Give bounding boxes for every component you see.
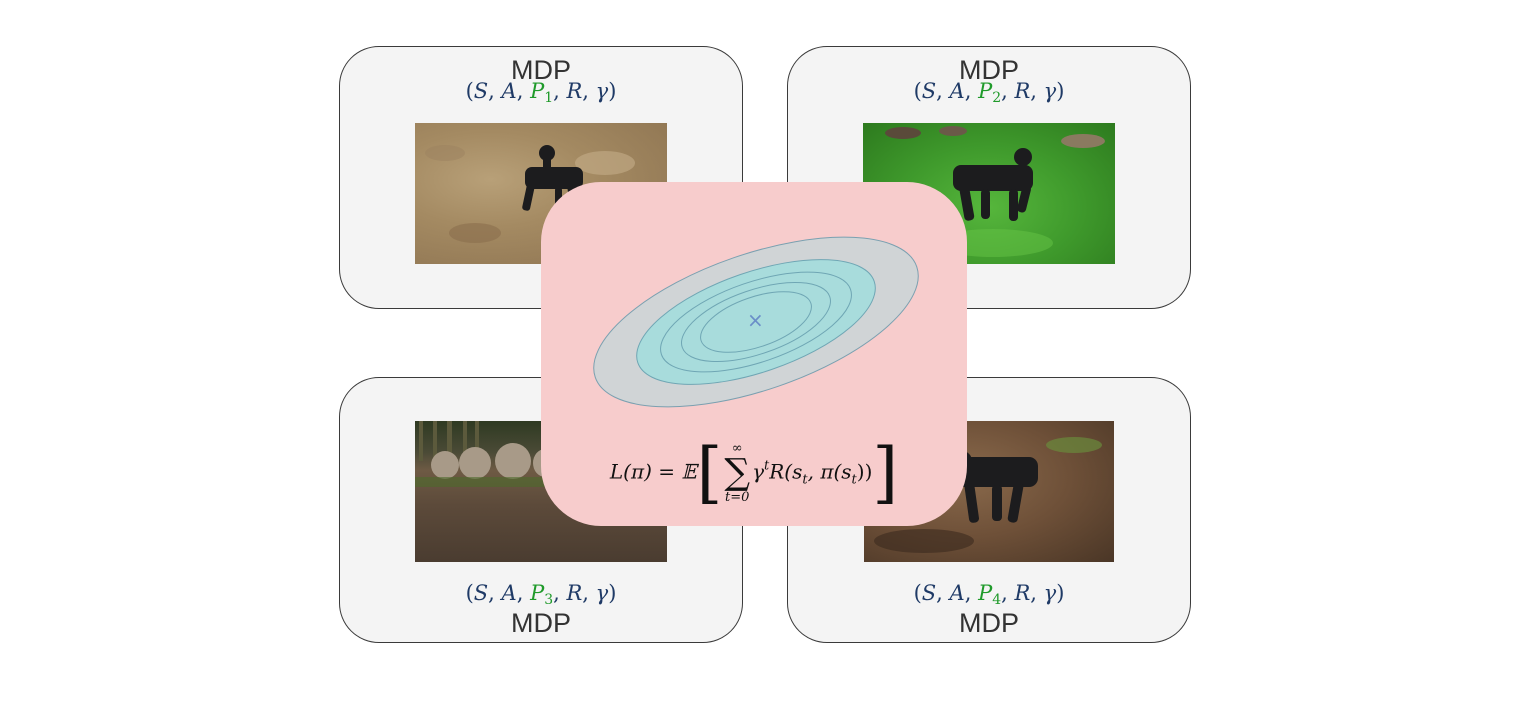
sum-operator: ∞ ∑ t=0 [724, 441, 751, 505]
optimum-marker: × [747, 308, 764, 332]
mdp-title: MDP [959, 55, 1019, 85]
mdp-tuple: (S, A, P4, R, γ) [913, 581, 1065, 608]
mdp-tuple: (S, A, P2, R, γ) [913, 79, 1065, 106]
mdp-tuple: (S, A, P3, R, γ) [465, 581, 617, 608]
loss-contour-ellipses [593, 236, 919, 408]
transition-symbol: P1 [530, 79, 554, 106]
mdp-title: MDP [511, 55, 571, 85]
transition-symbol: P4 [978, 581, 1002, 608]
objective-card: × L(π) = 𝔼[∞ ∑ t=0 γtR(st, π(st))] [541, 182, 967, 526]
loss-formula: L(π) = 𝔼[∞ ∑ t=0 γtR(st, π(st))] [609, 434, 899, 511]
mdp-title: MDP [959, 608, 1019, 638]
mdp-title: MDP [511, 608, 571, 638]
mdp-tuple: (S, A, P1, R, γ) [465, 79, 617, 106]
transition-symbol: P3 [530, 581, 554, 608]
transition-symbol: P2 [978, 79, 1002, 106]
